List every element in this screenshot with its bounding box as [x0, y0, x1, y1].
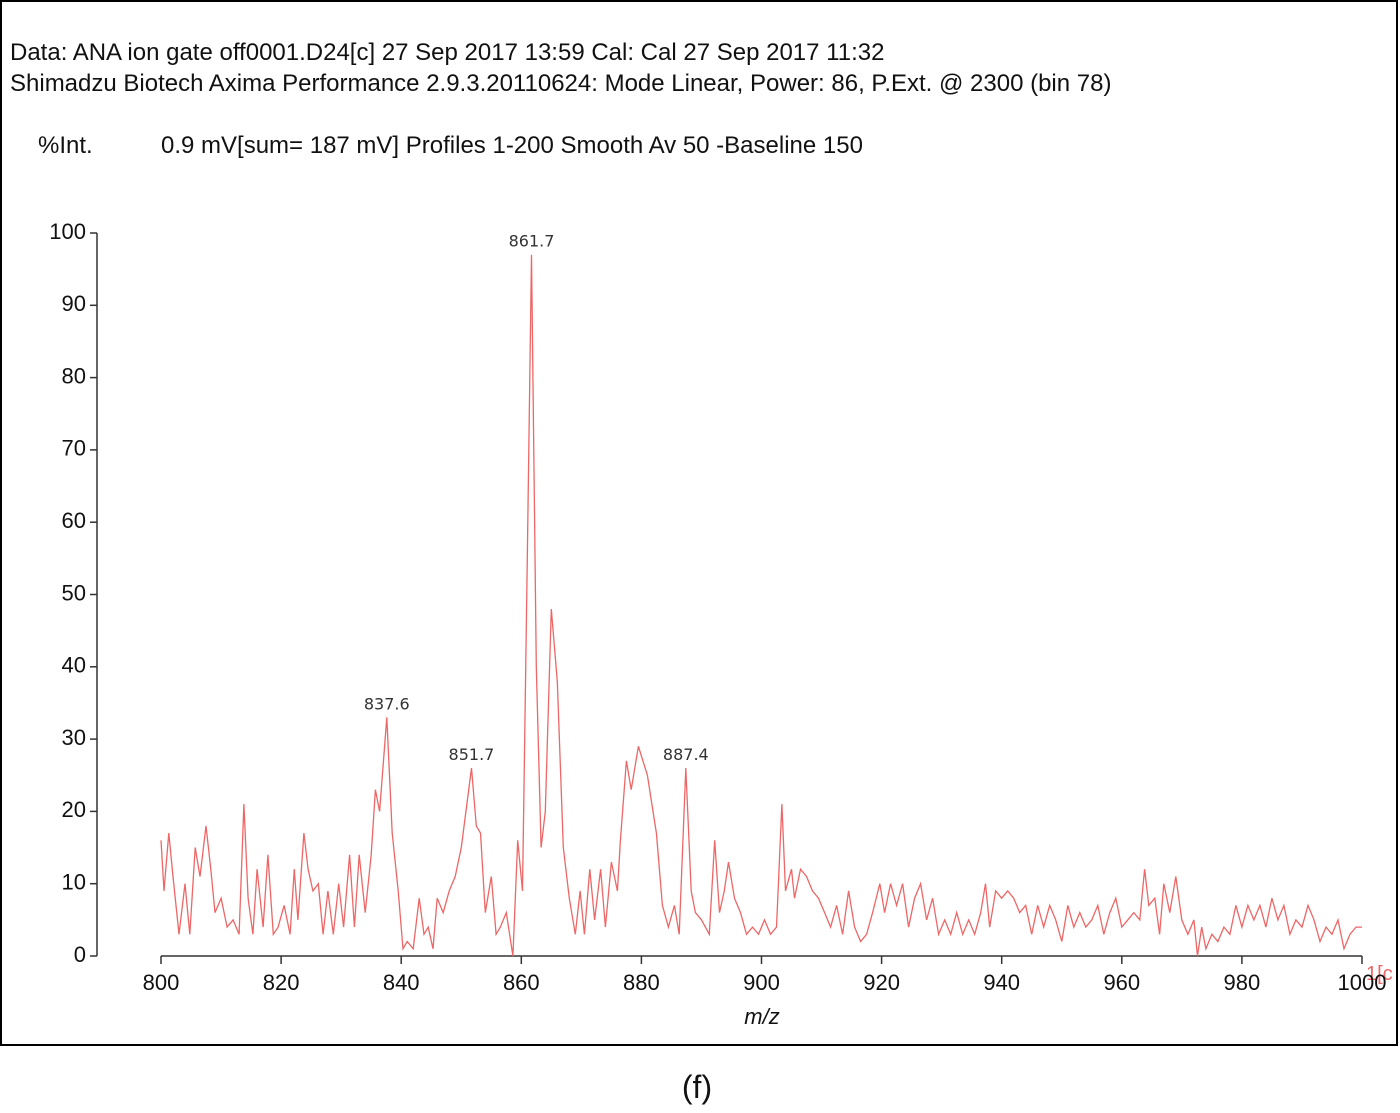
- caption: (f): [682, 1069, 712, 1105]
- frame: [0, 0, 1398, 1046]
- header-line: Shimadzu Biotech Axima Performance 2.9.3…: [10, 70, 1111, 97]
- x-tick-label: 900: [743, 970, 780, 995]
- x-tick-label: 880: [623, 970, 660, 995]
- peak-label: 887.4: [663, 745, 709, 764]
- header-line: Data: ANA ion gate off0001.D24[c] 27 Sep…: [10, 39, 884, 66]
- y-tick-label: 100: [49, 219, 86, 244]
- x-tick-label: 820: [263, 970, 300, 995]
- y-tick-label: 20: [62, 797, 86, 822]
- y-tick-label: 0: [74, 942, 86, 967]
- y-tick-label: 40: [62, 653, 86, 678]
- y-tick-label: 90: [62, 291, 86, 316]
- x-tick-label: 920: [863, 970, 900, 995]
- y-axis-label: %Int.: [38, 132, 93, 159]
- peak-label: 837.6: [364, 694, 410, 713]
- subtitle: 0.9 mV[sum= 187 mV] Profiles 1-200 Smoot…: [161, 132, 863, 159]
- peak-label: 861.7: [509, 232, 555, 251]
- peak-label: 851.7: [449, 745, 495, 764]
- y-tick-label: 80: [62, 363, 86, 388]
- trace-label: 1[c: [1366, 963, 1393, 985]
- x-tick-label: 940: [983, 970, 1020, 995]
- y-tick-label: 50: [62, 580, 86, 605]
- x-tick-label: 980: [1224, 970, 1261, 995]
- y-tick-label: 60: [62, 508, 86, 533]
- y-tick-label: 70: [62, 436, 86, 461]
- x-tick-label: 860: [503, 970, 540, 995]
- x-tick-label: 960: [1103, 970, 1140, 995]
- x-tick-label: 840: [383, 970, 420, 995]
- x-axis-label: m/z: [744, 1004, 779, 1029]
- x-tick-label: 800: [143, 970, 180, 995]
- spectrum-line: [160, 254, 1362, 957]
- x-tick-label: 1000: [1338, 970, 1387, 995]
- y-tick-label: 10: [62, 870, 86, 895]
- y-tick-label: 30: [62, 725, 86, 750]
